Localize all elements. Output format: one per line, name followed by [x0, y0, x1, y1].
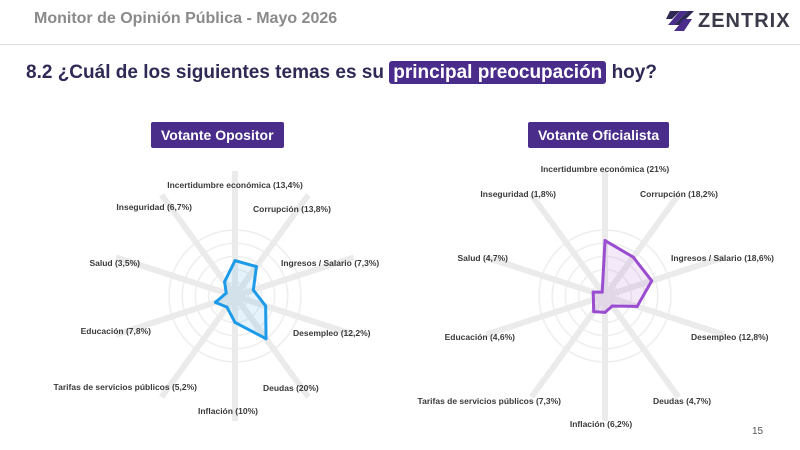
axis-label-oficialista-6: Tarifas de servicios públicos (7,3%)	[418, 396, 562, 406]
axis-line-oficialista-8	[485, 254, 606, 299]
question-highlight: principal preocupación	[389, 61, 607, 84]
data-point-oficialista-9	[600, 290, 604, 294]
page-number: 15	[752, 426, 764, 437]
axis-label-oficialista-5: Inflación (6,2%)	[570, 419, 633, 429]
axis-label-oficialista-0: Incertidumbre económica (21%)	[541, 164, 670, 174]
axis-label-oficialista-1: Corrupción (18,2%)	[640, 189, 718, 199]
axis-label-oficialista-7: Educación (4,6%)	[445, 332, 516, 342]
axis-label-opositor-2: Ingresos / Salario (7,3%)	[281, 258, 379, 268]
axis-line-oficialista-7	[485, 293, 606, 338]
data-point-oficialista-5	[603, 310, 607, 314]
axis-line-oficialista-3	[604, 293, 725, 338]
axis-line-oficialista-6	[529, 294, 608, 399]
header-title: Monitor de Opinión Pública - Mayo 2026	[34, 10, 338, 27]
axis-line-oficialista-1	[602, 193, 681, 298]
data-point-opositor-3	[264, 304, 268, 308]
series-area-oficialista	[591, 239, 654, 314]
data-point-oficialista-4	[610, 304, 614, 308]
data-point-opositor-8	[224, 291, 228, 295]
data-point-opositor-2	[251, 288, 255, 292]
axis-label-opositor-5: Inflación (10%)	[198, 406, 258, 416]
question-title: 8.2 ¿Cuál de los siguientes temas es su …	[26, 61, 657, 84]
brand-logo: ZENTRIX	[666, 6, 791, 36]
axis-label-opositor-4: Deudas (20%)	[263, 383, 319, 393]
brand-name: ZENTRIX	[698, 9, 791, 32]
axis-line-oficialista-4	[602, 294, 681, 399]
axis-line-opositor-6	[159, 294, 238, 399]
axis-label-opositor-1: Corrupción (13,8%)	[253, 204, 331, 214]
zentrix-logo-icon	[666, 11, 694, 31]
question-prefix: 8.2 ¿Cuál de los siguientes temas es su	[26, 62, 390, 83]
axis-label-oficialista-4: Deudas (4,7%)	[653, 396, 711, 406]
data-point-opositor-1	[254, 265, 258, 269]
data-point-oficialista-8	[591, 290, 595, 294]
axis-label-opositor-8: Salud (3,5%)	[89, 258, 140, 268]
axis-line-oficialista-2	[604, 254, 725, 299]
data-point-opositor-4	[264, 337, 268, 341]
axis-label-oficialista-9: Inseguridad (1,8%)	[480, 189, 556, 199]
data-point-opositor-9	[223, 280, 227, 284]
data-point-opositor-7	[213, 300, 217, 304]
data-point-opositor-0	[233, 259, 237, 263]
data-point-oficialista-1	[631, 255, 635, 259]
axis-label-opositor-7: Educación (7,8%)	[81, 326, 152, 336]
question-suffix: hoy?	[606, 62, 657, 83]
data-point-oficialista-2	[650, 279, 654, 283]
chart-title-oficialista: Votante Oficialista	[528, 122, 670, 148]
axis-line-opositor-9	[159, 193, 238, 298]
chart-title-opositor: Votante Opositor	[151, 122, 284, 148]
axis-label-opositor-3: Desempleo (12,2%)	[293, 328, 371, 338]
axis-line-opositor-3	[234, 293, 355, 338]
data-point-oficialista-0	[603, 239, 607, 243]
header-divider	[0, 44, 800, 45]
axis-line-opositor-4	[232, 294, 311, 399]
data-point-opositor-6	[225, 305, 229, 309]
axis-label-oficialista-8: Salud (4,7%)	[457, 253, 508, 263]
axis-label-opositor-9: Inseguridad (6,7%)	[116, 202, 192, 212]
data-point-opositor-5	[233, 320, 237, 324]
data-point-oficialista-3	[635, 304, 639, 308]
data-point-oficialista-7	[591, 298, 595, 302]
axis-label-opositor-6: Tarifas de servicios públicos (5,2%)	[54, 382, 198, 392]
axis-label-oficialista-3: Desempleo (12,8%)	[691, 332, 769, 342]
axis-line-opositor-8	[115, 254, 236, 299]
data-point-oficialista-6	[592, 310, 596, 314]
axis-label-opositor-0: Incertidumbre económica (13,4%)	[167, 180, 303, 190]
axis-label-oficialista-2: Ingresos / Salario (18,6%)	[671, 253, 774, 263]
axis-line-opositor-1	[232, 193, 311, 298]
axis-line-oficialista-9	[529, 193, 608, 298]
